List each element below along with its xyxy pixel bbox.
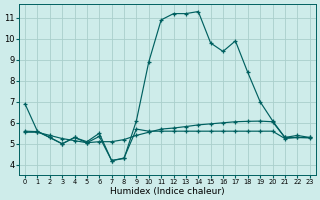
X-axis label: Humidex (Indice chaleur): Humidex (Indice chaleur) (110, 187, 225, 196)
